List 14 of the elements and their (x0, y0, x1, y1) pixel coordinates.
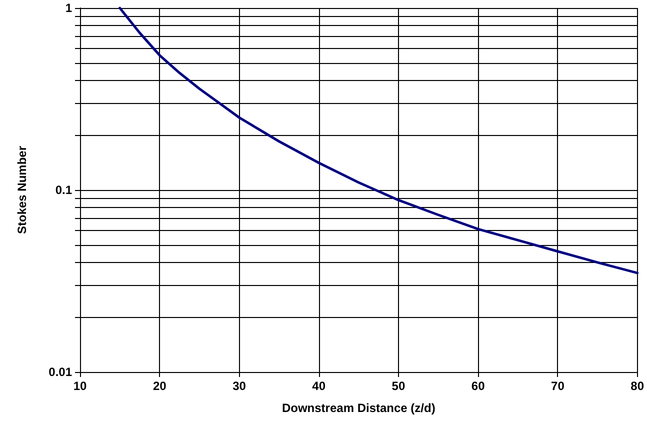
x-tick-label: 30 (232, 379, 246, 393)
x-tick-label: 60 (471, 379, 486, 393)
line-series (118, 6, 639, 274)
x-axis-title: Downstream Distance (z/d) (282, 401, 436, 415)
y-axis-title: Stokes Number (15, 146, 29, 234)
x-tick-label: 10 (73, 379, 87, 393)
x-tick-label: 70 (551, 379, 565, 393)
y-tick-label: 0.01 (48, 365, 72, 379)
y-tick-label: 0.1 (55, 183, 72, 197)
x-tick-label: 50 (392, 379, 406, 393)
x-tick-label: 20 (152, 379, 167, 393)
x-tick-label: 80 (630, 379, 644, 393)
y-tick-label: 1 (65, 1, 72, 15)
x-tick-label: 40 (312, 379, 326, 393)
